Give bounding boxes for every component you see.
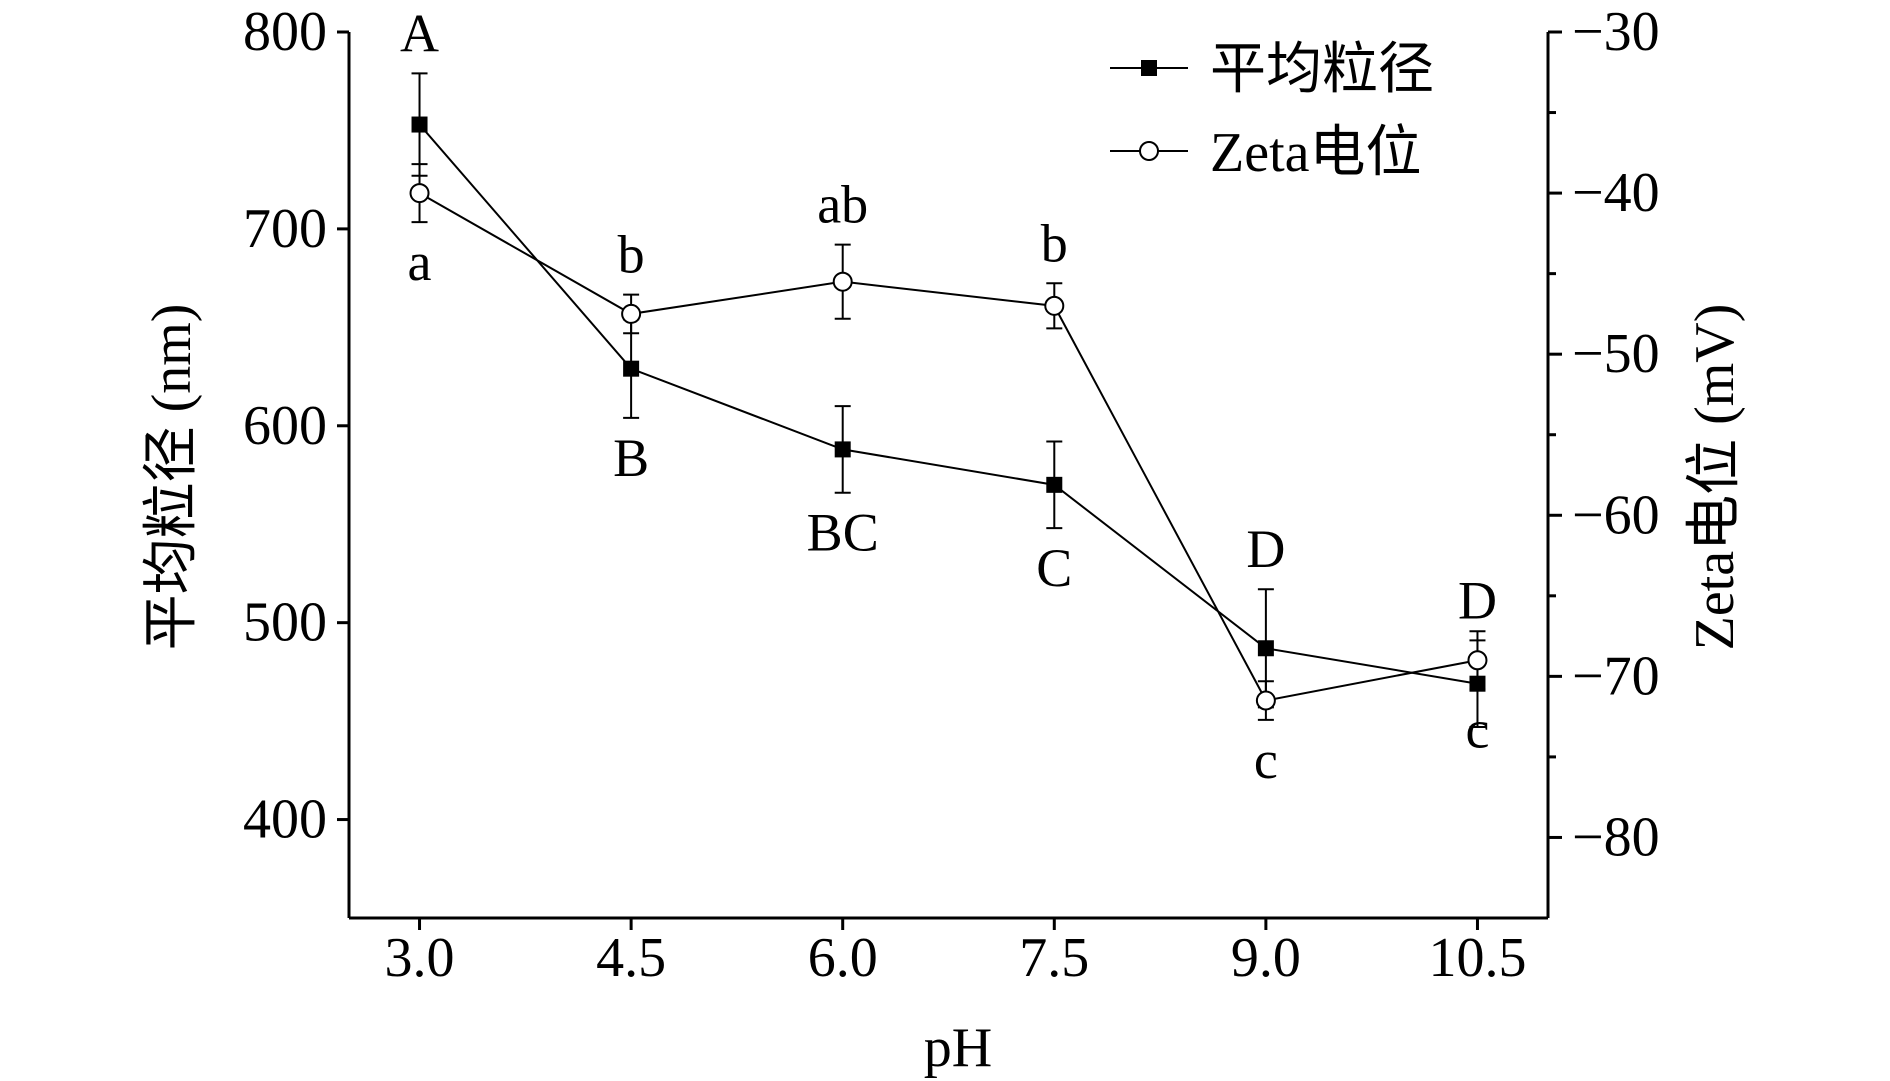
significance-label: b <box>1041 213 1068 273</box>
significance-label: c <box>1465 699 1489 759</box>
legend-label: Zeta电位 <box>1210 122 1421 184</box>
y-left-tick-label: 500 <box>243 592 327 654</box>
y-right-tick-label: −70 <box>1572 645 1660 707</box>
significance-label: c <box>1254 730 1278 790</box>
legend-marker-square <box>1141 60 1157 76</box>
y-right-tick-label: −80 <box>1572 806 1660 868</box>
data-point-circle <box>1255 690 1276 711</box>
legend-marker-circle <box>1139 141 1159 161</box>
y-axis-right: −80 −70 −60 −50 −40 −30 <box>1548 1 1660 868</box>
y-left-tick-label: 400 <box>243 789 327 851</box>
y-right-tick-label: −60 <box>1572 484 1660 546</box>
y-left-tick-label: 600 <box>243 395 327 457</box>
significance-label: C <box>1036 538 1072 598</box>
y-axis-right-title: Zeta电位 (mV) <box>1684 304 1746 651</box>
x-tick-label: 7.5 <box>1019 927 1089 989</box>
series-line-1 <box>418 123 1478 685</box>
data-point-circle <box>1044 295 1065 316</box>
plot-frame <box>347 32 1550 920</box>
y-left-tick-label: 800 <box>243 1 327 63</box>
data-point-circle <box>832 271 853 292</box>
y-axis-left: 400 500 600 700 800 <box>243 1 349 851</box>
x-tick-label: 10.5 <box>1428 927 1526 989</box>
significance-label: D <box>1458 570 1497 630</box>
x-tick-label: 6.0 <box>808 927 878 989</box>
x-axis: 3.0 4.5 6.0 7.5 9.0 10.5 <box>385 918 1526 989</box>
significance-label: BC <box>807 503 879 563</box>
series-line-2 <box>419 192 1478 702</box>
x-tick-label: 9.0 <box>1231 927 1301 989</box>
significance-label: ab <box>817 175 868 235</box>
legend-label: 平均粒径 <box>1210 39 1434 101</box>
y-left-tick-label: 700 <box>243 198 327 260</box>
significance-label: A <box>400 3 439 63</box>
significance-label: B <box>613 428 649 488</box>
data-point-square <box>1257 640 1274 657</box>
data-point-square <box>834 441 851 458</box>
y-axis-left-title: 平均粒径 (nm) <box>141 304 203 651</box>
data-point-square <box>623 360 640 377</box>
data-point-circle <box>409 183 430 204</box>
data-point-circle <box>1467 650 1488 671</box>
y-right-tick-label: −40 <box>1572 162 1660 224</box>
data-point-square <box>411 116 428 133</box>
significance-label: b <box>618 225 645 285</box>
data-point-circle <box>621 303 642 324</box>
x-axis-title: pH <box>924 1017 992 1079</box>
y-right-tick-label: −30 <box>1572 1 1660 63</box>
legend: 平均粒径 Zeta电位 <box>1110 39 1434 184</box>
x-tick-label: 4.5 <box>596 927 666 989</box>
significance-label: D <box>1246 519 1285 579</box>
series-layer <box>409 72 1488 729</box>
y-right-tick-label: −50 <box>1572 323 1660 385</box>
x-tick-label: 3.0 <box>385 927 455 989</box>
data-point-square <box>1046 476 1063 493</box>
significance-label: a <box>408 232 432 292</box>
